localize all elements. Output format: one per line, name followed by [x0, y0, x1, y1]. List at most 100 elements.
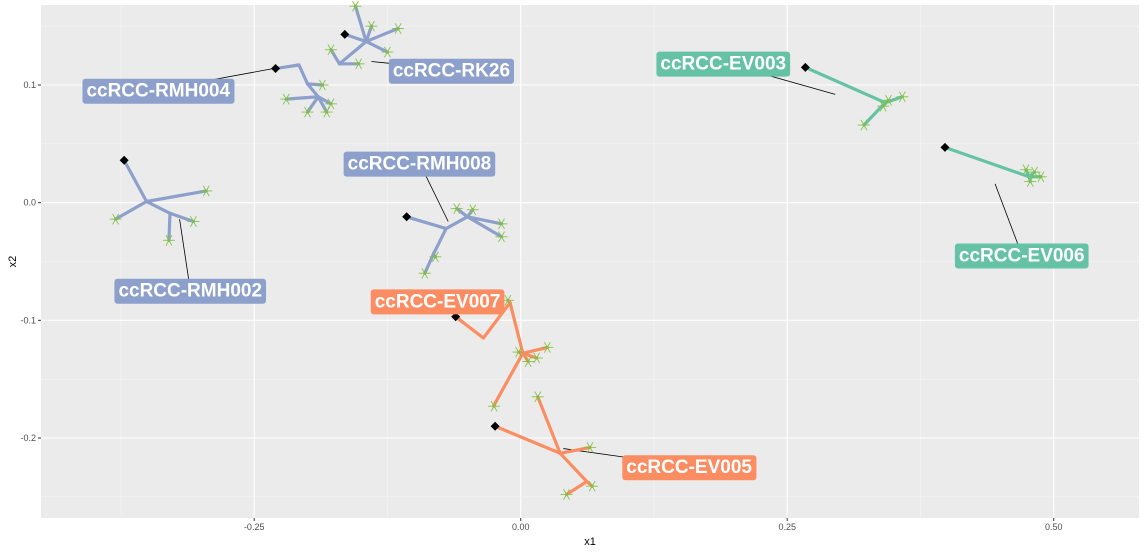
leaf-marker — [109, 213, 122, 225]
x-tick-label: 0.25 — [778, 522, 796, 532]
x-tick-label: 0.50 — [1045, 522, 1063, 532]
tree-branch — [558, 451, 589, 484]
leaf-marker — [365, 20, 378, 32]
tree-branch — [364, 26, 400, 44]
tumor-label-text: ccRCC-RMH008 — [348, 154, 492, 175]
leaf-marker — [324, 98, 337, 110]
leaf-marker-stroke — [498, 231, 505, 243]
leaf-marker-stroke — [885, 94, 892, 106]
leaf-marker-stroke — [304, 106, 311, 118]
leaf-marker-stroke — [469, 204, 477, 216]
leaf-marker — [466, 204, 479, 216]
leaf-marker-stroke — [431, 251, 439, 263]
leaf-marker — [280, 93, 293, 105]
tumor-label-text: ccRCC-EV006 — [959, 245, 1085, 266]
tree-branch — [465, 215, 504, 239]
leaf-marker-stroke — [524, 356, 532, 367]
leaf-marker — [301, 106, 314, 118]
leaf-marker — [857, 119, 870, 131]
tree-branch — [337, 39, 368, 66]
tree-ccRCC-EV005 — [490, 391, 690, 500]
leaf-marker-stroke — [327, 98, 335, 110]
leaf-marker-stroke — [1031, 166, 1038, 178]
leaf-marker-stroke — [498, 218, 505, 230]
leaf-marker-stroke — [490, 400, 498, 412]
leaf-marker — [488, 400, 501, 412]
tumor-label-text: ccRCC-RK26 — [393, 61, 510, 82]
tree-branch — [558, 445, 592, 455]
root-marker — [119, 155, 129, 165]
leaf-marker — [1028, 166, 1041, 178]
tree-ccRCC-RMH002 — [109, 155, 213, 290]
tumor-label-text: ccRCC-RMH002 — [118, 281, 262, 302]
leaf-marker — [560, 489, 573, 500]
leaf-marker-stroke — [352, 0, 359, 12]
leaf-marker — [1024, 176, 1037, 187]
leaf-marker-stroke — [355, 58, 363, 70]
tumor-label-box — [370, 289, 505, 315]
leaf-marker — [584, 441, 596, 453]
leaf-marker-stroke — [1022, 164, 1030, 176]
leaf-marker-stroke — [860, 119, 868, 131]
tree-branch — [168, 211, 196, 224]
tree-branch — [364, 24, 374, 44]
leaf-marker-stroke — [588, 480, 596, 492]
tumor-label-text: ccRCC-RMH004 — [86, 81, 230, 102]
tree-ccRCC-EV003 — [723, 62, 909, 131]
tumor-label: ccRCC-EV006 — [954, 243, 1089, 269]
grid-lines — [41, 5, 1139, 518]
x-tick-label: -0.25 — [244, 522, 265, 532]
y-tick-label: 0.1 — [23, 80, 36, 90]
tree-ccRCC-EV007 — [437, 294, 554, 412]
tumor-label: ccRCC-RMH002 — [114, 278, 267, 304]
label-leader-line — [994, 183, 1023, 255]
tree-branch — [167, 211, 172, 242]
tree-branch — [943, 145, 1031, 179]
leaf-marker — [1020, 164, 1033, 176]
tumor-label: ccRCC-EV005 — [622, 455, 757, 481]
leaf-marker-stroke — [202, 185, 210, 197]
leaf-marker — [882, 94, 895, 106]
tree-branch — [144, 199, 172, 215]
tree-ccRCC-RMH008 — [402, 162, 508, 279]
x-axis-ticks: -0.25 0.00 0.25 0.50 — [244, 518, 1063, 532]
y-axis-ticks: -0.2 -0.1 0.0 0.1 — [20, 80, 41, 443]
leaf-marker-stroke — [534, 391, 542, 403]
tree-ccRCC-EV006 — [940, 142, 1047, 255]
leaf-marker-stroke — [318, 79, 326, 91]
leaf-marker-stroke — [533, 352, 541, 364]
leaf-marker — [541, 341, 554, 353]
tumor-label-box — [343, 151, 496, 177]
tree-branch — [444, 215, 470, 231]
tree-branch — [493, 424, 562, 455]
leaf-marker-stroke — [1026, 176, 1034, 187]
leaf-marker — [316, 79, 329, 91]
leaf-marker — [429, 251, 442, 263]
leaf-marker — [349, 0, 362, 12]
leaf-marker-stroke — [504, 294, 512, 306]
tree-ccRCC-RMH004 — [158, 63, 337, 118]
tumor-label-text: ccRCC-EV007 — [375, 291, 501, 312]
leaf-marker-stroke — [586, 441, 594, 453]
leaf-marker — [531, 391, 544, 403]
tree-branch — [465, 215, 504, 226]
leaf-marker-stroke — [543, 341, 551, 353]
leaf-marker-stroke — [563, 489, 570, 500]
tree-branch — [353, 4, 368, 44]
tumor-label-box — [388, 58, 515, 84]
tumor-label-box — [954, 243, 1089, 269]
tree-branch — [454, 315, 485, 340]
root-marker — [800, 62, 810, 72]
root-marker — [340, 29, 350, 39]
leaf-marker — [200, 185, 213, 197]
tree-branch — [114, 199, 149, 221]
root-marker — [402, 212, 412, 222]
leaf-marker — [896, 91, 909, 103]
leaf-marker-stroke — [327, 44, 335, 56]
tumor-label: ccRCC-RK26 — [388, 58, 515, 84]
tree-branch — [431, 226, 448, 257]
tree-branch — [343, 32, 368, 44]
leaf-marker-stroke — [453, 203, 461, 214]
root-marker — [271, 64, 281, 74]
tree-branch — [564, 479, 589, 497]
